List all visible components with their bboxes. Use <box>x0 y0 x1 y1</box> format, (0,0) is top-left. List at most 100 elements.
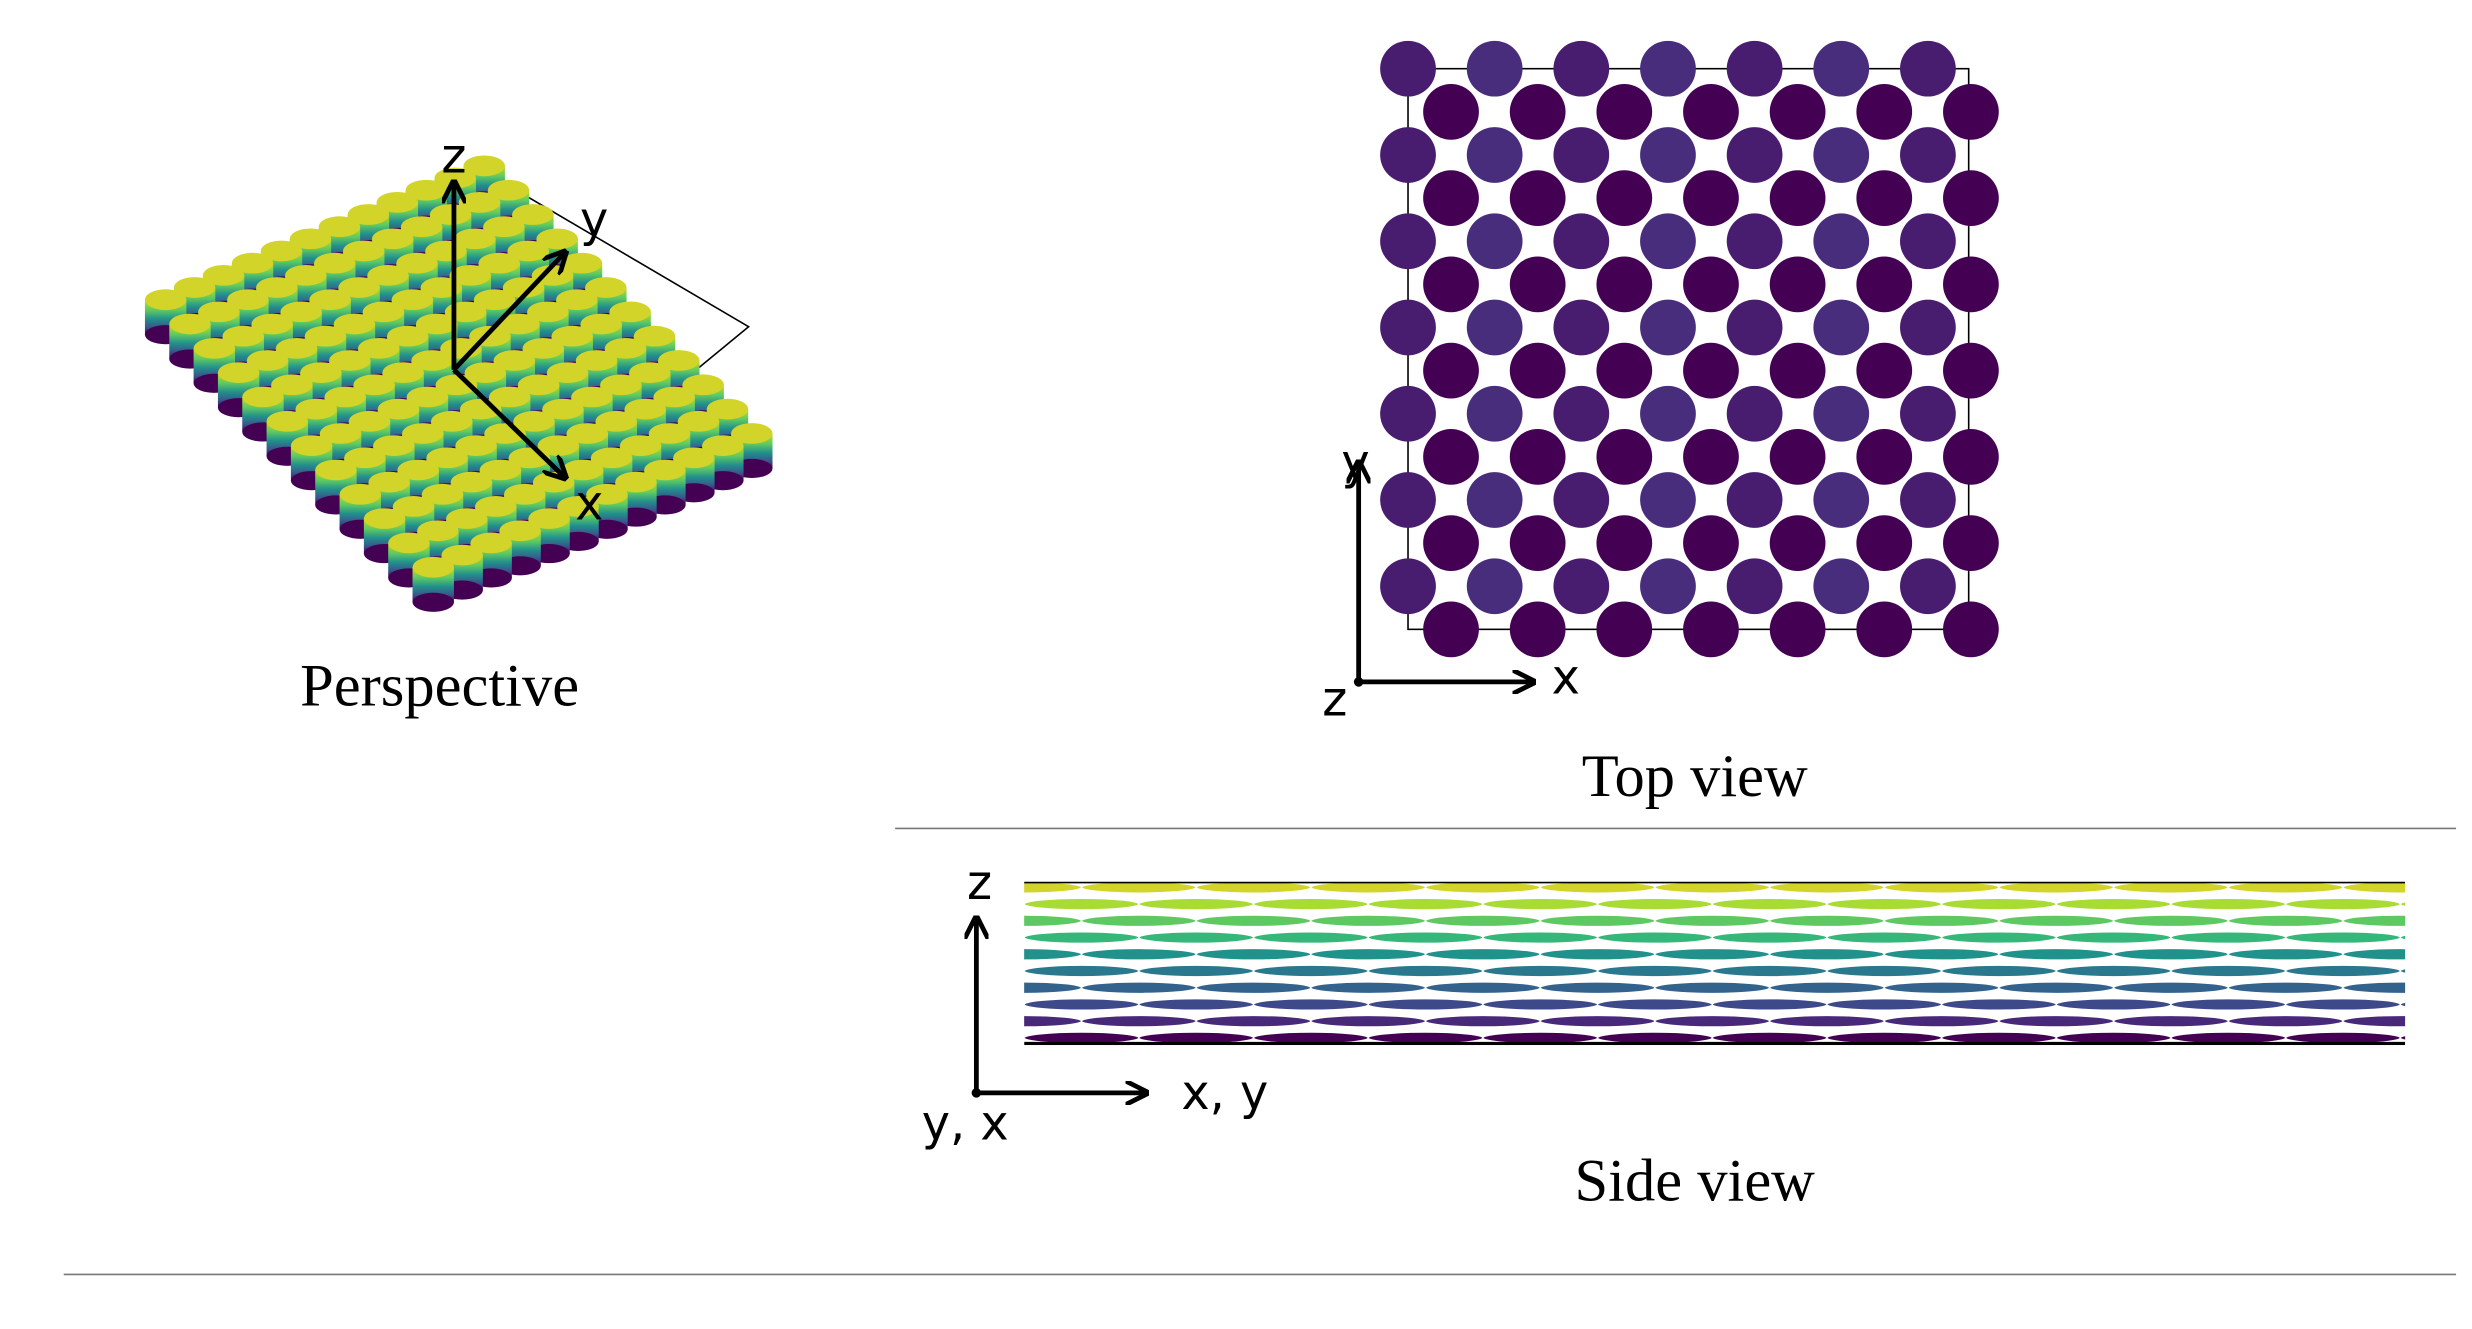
disc <box>1640 40 1696 97</box>
cylinder-top <box>416 313 458 335</box>
side-disc <box>1768 914 1885 928</box>
cylinder-top <box>402 423 444 444</box>
cylinder-top <box>275 337 318 359</box>
side-disc <box>1654 1014 1771 1028</box>
side-disc <box>1826 897 1943 911</box>
cylinder-top <box>319 423 362 444</box>
cylinder-top <box>373 435 415 456</box>
side-disc <box>1424 914 1541 928</box>
cylinder-top <box>429 204 472 225</box>
side-disc <box>1024 964 1140 978</box>
side-disc <box>2112 914 2229 928</box>
disc <box>1423 515 1479 571</box>
cylinder-top <box>289 228 332 250</box>
cylinder-top <box>479 459 522 481</box>
disc <box>1943 342 1999 399</box>
cylinder-top <box>463 155 505 177</box>
side-disc <box>2342 1014 2406 1028</box>
cylinder-top <box>260 240 303 262</box>
cylinder-top <box>517 374 560 396</box>
disc <box>1813 299 1870 356</box>
disc <box>1380 40 1436 97</box>
cylinder-top <box>329 350 371 371</box>
side-disc <box>1596 897 1713 911</box>
disc <box>1553 472 1610 528</box>
cylinder-top <box>251 313 293 335</box>
cylinder-top <box>392 496 435 517</box>
cylinder-top <box>363 508 406 529</box>
side-disc <box>2399 901 2406 908</box>
disc <box>1423 256 1479 313</box>
side-disc <box>2342 981 2406 995</box>
origin <box>971 1088 982 1098</box>
side-disc <box>2285 931 2401 944</box>
side-disc <box>1998 947 2115 961</box>
cylinder-top <box>441 544 483 566</box>
top-view-panel <box>1380 40 1999 658</box>
disc <box>1509 342 1566 399</box>
side-disc <box>2112 981 2229 995</box>
cylinder-top <box>242 386 284 408</box>
cylinder-top <box>266 410 308 432</box>
side-disc <box>1367 998 1484 1011</box>
disc <box>1943 428 1999 485</box>
cylinder-top <box>464 362 507 383</box>
disc <box>1596 428 1653 485</box>
disc <box>1726 127 1783 183</box>
perspective-axes: z y x <box>441 129 608 531</box>
side-disc <box>1654 981 1771 995</box>
side-disc <box>2055 964 2172 978</box>
axis-label: y, x <box>922 1096 1009 1151</box>
side-disc <box>1596 998 1713 1011</box>
cylinder-top <box>498 313 540 335</box>
axis-label: z <box>1322 673 1347 728</box>
cylinder-top <box>193 337 236 359</box>
cylinder-top <box>333 313 376 335</box>
side-disc <box>1482 964 1599 978</box>
side-disc <box>1252 998 1369 1011</box>
side-disc <box>1539 947 1656 961</box>
side-disc <box>1080 914 1197 928</box>
cylinder-top <box>624 398 666 420</box>
side-disc <box>2112 1014 2229 1028</box>
axis-label: x, y <box>1181 1066 1268 1121</box>
disc <box>1509 83 1566 140</box>
side-disc <box>2055 998 2172 1011</box>
side-disc <box>1138 964 1255 978</box>
cylinder-top <box>362 301 405 323</box>
cylinder-top <box>537 435 580 456</box>
side-disc <box>1195 1014 1312 1028</box>
disc <box>1683 170 1739 226</box>
cylinder-top <box>217 362 260 383</box>
cylinder-top <box>446 508 488 529</box>
side-disc <box>1940 998 2057 1011</box>
disc <box>1553 213 1610 270</box>
side-disc <box>2399 934 2406 941</box>
side-disc <box>2285 998 2401 1011</box>
cylinder-base <box>412 592 454 612</box>
side-disc <box>2170 931 2287 944</box>
side-disc <box>1080 947 1197 961</box>
side-disc <box>2458 1015 2472 1026</box>
disc <box>1640 472 1696 528</box>
cylinder-top <box>382 362 424 383</box>
disc <box>1769 83 1826 140</box>
side-disc <box>1367 897 1484 911</box>
cylinder-top <box>227 289 269 310</box>
cylinder-top <box>246 350 289 371</box>
side-disc <box>1024 936 1025 939</box>
cylinder-top <box>353 374 395 396</box>
disc <box>1683 515 1739 571</box>
cylinder-top <box>513 410 555 432</box>
side-disc <box>1768 981 1885 995</box>
side-disc <box>2342 947 2406 961</box>
cylinder-top <box>504 483 546 505</box>
side-disc <box>1195 981 1312 995</box>
side-disc <box>852 915 967 926</box>
disc <box>1813 40 1870 97</box>
axis-label: z <box>967 856 992 911</box>
side-disc <box>1252 964 1369 978</box>
cylinder-top <box>609 301 651 323</box>
side-disc <box>1539 981 1656 995</box>
cylinder-top <box>600 374 642 396</box>
